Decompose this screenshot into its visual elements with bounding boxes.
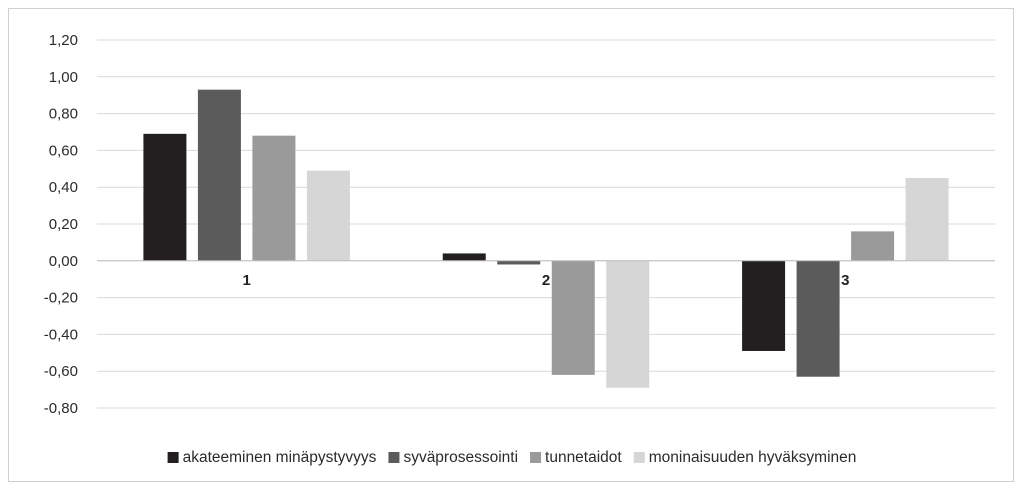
bar: [742, 260, 786, 351]
y-tick-label: 0,20: [49, 216, 78, 233]
bar: [796, 260, 840, 377]
category-label: 2: [542, 272, 550, 289]
category-label: 3: [841, 272, 849, 289]
bar: [551, 260, 595, 375]
y-tick-label: 0,80: [49, 106, 78, 123]
bar: [497, 260, 541, 265]
bar: [851, 231, 895, 261]
y-tick-label: 0,40: [49, 179, 78, 196]
y-tick-label: -0,40: [44, 326, 78, 343]
bar: [905, 178, 949, 261]
y-tick-label: -0,20: [44, 290, 78, 307]
bar: [143, 133, 187, 261]
bar: [306, 170, 350, 261]
legend-swatch: [388, 452, 400, 463]
y-tick-label: 0,60: [49, 142, 78, 159]
bar: [252, 135, 296, 261]
legend-swatch: [530, 452, 542, 463]
legend-label: akateeminen minäpystyvyys: [183, 449, 377, 466]
legend-label: syväprosessointi: [403, 449, 518, 466]
legend-label: moninaisuuden hyväksyminen: [649, 449, 857, 466]
y-tick-label: -0,60: [44, 363, 78, 380]
bar: [197, 89, 241, 261]
bar: [606, 260, 650, 388]
y-tick-label: 1,00: [49, 69, 78, 86]
legend-swatch: [633, 452, 645, 463]
category-label: 1: [242, 272, 250, 289]
y-tick-label: 0,00: [49, 253, 78, 270]
y-tick-label: -0,80: [44, 400, 78, 417]
bar: [442, 253, 486, 261]
y-tick-label: 1,20: [49, 32, 78, 49]
legend-label: tunnetaidot: [545, 449, 622, 466]
legend-swatch: [167, 452, 179, 463]
